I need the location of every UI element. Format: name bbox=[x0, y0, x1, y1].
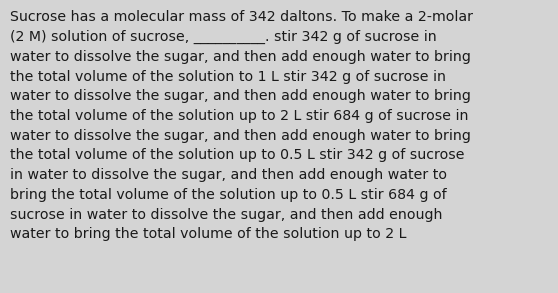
Text: Sucrose has a molecular mass of 342 daltons. To make a 2-molar
(2 M) solution of: Sucrose has a molecular mass of 342 dalt… bbox=[10, 10, 473, 241]
